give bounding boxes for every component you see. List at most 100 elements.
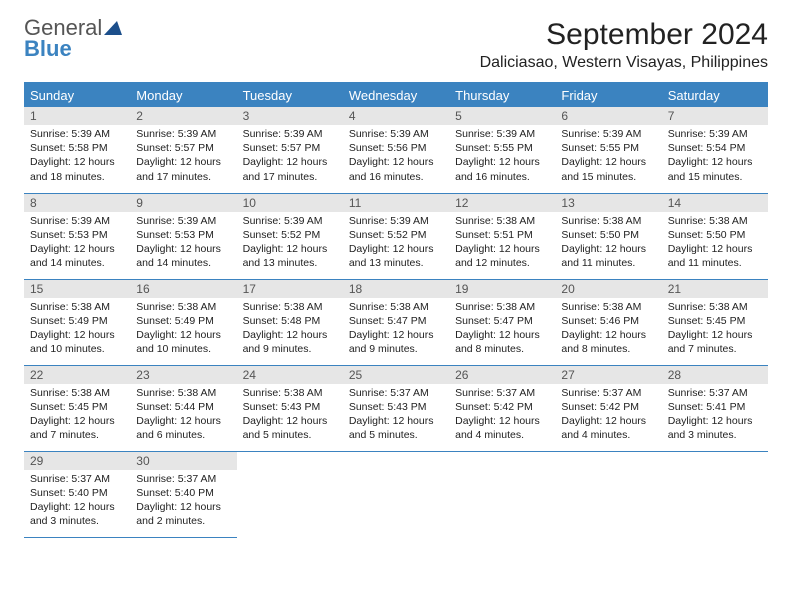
day-number: 9 [130,194,236,212]
day-number: 28 [662,366,768,384]
weekday-header-row: SundayMondayTuesdayWednesdayThursdayFrid… [24,83,768,107]
calendar-row: 29Sunrise: 5:37 AMSunset: 5:40 PMDayligh… [24,451,768,537]
calendar-row: 15Sunrise: 5:38 AMSunset: 5:49 PMDayligh… [24,279,768,365]
day-info: Sunrise: 5:38 AMSunset: 5:45 PMDaylight:… [24,384,130,447]
day-cell: 5Sunrise: 5:39 AMSunset: 5:55 PMDaylight… [449,107,555,193]
day-cell: 30Sunrise: 5:37 AMSunset: 5:40 PMDayligh… [130,451,236,537]
day-cell: 11Sunrise: 5:39 AMSunset: 5:52 PMDayligh… [343,193,449,279]
month-title: September 2024 [480,18,768,52]
day-cell: 25Sunrise: 5:37 AMSunset: 5:43 PMDayligh… [343,365,449,451]
day-info: Sunrise: 5:38 AMSunset: 5:47 PMDaylight:… [449,298,555,361]
day-info: Sunrise: 5:39 AMSunset: 5:53 PMDaylight:… [130,212,236,275]
day-cell: 20Sunrise: 5:38 AMSunset: 5:46 PMDayligh… [555,279,661,365]
day-info: Sunrise: 5:39 AMSunset: 5:56 PMDaylight:… [343,125,449,188]
day-number: 2 [130,107,236,125]
day-cell: 17Sunrise: 5:38 AMSunset: 5:48 PMDayligh… [237,279,343,365]
day-number: 22 [24,366,130,384]
location: Daliciasao, Western Visayas, Philippines [480,54,768,72]
day-info: Sunrise: 5:37 AMSunset: 5:40 PMDaylight:… [24,470,130,533]
day-cell: 14Sunrise: 5:38 AMSunset: 5:50 PMDayligh… [662,193,768,279]
day-cell: 28Sunrise: 5:37 AMSunset: 5:41 PMDayligh… [662,365,768,451]
day-info: Sunrise: 5:37 AMSunset: 5:43 PMDaylight:… [343,384,449,447]
day-cell: 15Sunrise: 5:38 AMSunset: 5:49 PMDayligh… [24,279,130,365]
day-info: Sunrise: 5:37 AMSunset: 5:41 PMDaylight:… [662,384,768,447]
title-block: September 2024 Daliciasao, Western Visay… [480,18,768,72]
day-number: 15 [24,280,130,298]
day-cell: 23Sunrise: 5:38 AMSunset: 5:44 PMDayligh… [130,365,236,451]
day-info: Sunrise: 5:37 AMSunset: 5:42 PMDaylight:… [555,384,661,447]
day-number: 29 [24,452,130,470]
day-number: 3 [237,107,343,125]
day-number: 8 [24,194,130,212]
day-info: Sunrise: 5:38 AMSunset: 5:49 PMDaylight:… [130,298,236,361]
day-cell: 16Sunrise: 5:38 AMSunset: 5:49 PMDayligh… [130,279,236,365]
day-number: 23 [130,366,236,384]
calendar-table: SundayMondayTuesdayWednesdayThursdayFrid… [24,82,768,538]
day-number: 21 [662,280,768,298]
day-cell: 4Sunrise: 5:39 AMSunset: 5:56 PMDaylight… [343,107,449,193]
day-number: 24 [237,366,343,384]
day-cell: 21Sunrise: 5:38 AMSunset: 5:45 PMDayligh… [662,279,768,365]
day-info: Sunrise: 5:39 AMSunset: 5:52 PMDaylight:… [343,212,449,275]
day-info: Sunrise: 5:37 AMSunset: 5:40 PMDaylight:… [130,470,236,533]
calendar-row: 1Sunrise: 5:39 AMSunset: 5:58 PMDaylight… [24,107,768,193]
day-number: 17 [237,280,343,298]
weekday-header: Sunday [24,83,130,107]
day-cell: 18Sunrise: 5:38 AMSunset: 5:47 PMDayligh… [343,279,449,365]
empty-cell [662,451,768,537]
day-cell: 24Sunrise: 5:38 AMSunset: 5:43 PMDayligh… [237,365,343,451]
calendar-row: 8Sunrise: 5:39 AMSunset: 5:53 PMDaylight… [24,193,768,279]
day-number: 10 [237,194,343,212]
day-cell: 29Sunrise: 5:37 AMSunset: 5:40 PMDayligh… [24,451,130,537]
day-cell: 2Sunrise: 5:39 AMSunset: 5:57 PMDaylight… [130,107,236,193]
day-cell: 26Sunrise: 5:37 AMSunset: 5:42 PMDayligh… [449,365,555,451]
day-info: Sunrise: 5:39 AMSunset: 5:55 PMDaylight:… [555,125,661,188]
day-info: Sunrise: 5:39 AMSunset: 5:54 PMDaylight:… [662,125,768,188]
weekday-header: Wednesday [343,83,449,107]
day-info: Sunrise: 5:38 AMSunset: 5:49 PMDaylight:… [24,298,130,361]
day-number: 16 [130,280,236,298]
day-info: Sunrise: 5:39 AMSunset: 5:52 PMDaylight:… [237,212,343,275]
day-number: 25 [343,366,449,384]
day-cell: 3Sunrise: 5:39 AMSunset: 5:57 PMDaylight… [237,107,343,193]
day-number: 18 [343,280,449,298]
day-info: Sunrise: 5:38 AMSunset: 5:47 PMDaylight:… [343,298,449,361]
logo-triangle-icon [104,15,122,40]
day-number: 5 [449,107,555,125]
empty-cell [237,451,343,537]
day-number: 13 [555,194,661,212]
day-number: 12 [449,194,555,212]
day-cell: 7Sunrise: 5:39 AMSunset: 5:54 PMDaylight… [662,107,768,193]
day-info: Sunrise: 5:39 AMSunset: 5:57 PMDaylight:… [237,125,343,188]
day-cell: 8Sunrise: 5:39 AMSunset: 5:53 PMDaylight… [24,193,130,279]
day-info: Sunrise: 5:38 AMSunset: 5:50 PMDaylight:… [555,212,661,275]
weekday-header: Monday [130,83,236,107]
day-cell: 13Sunrise: 5:38 AMSunset: 5:50 PMDayligh… [555,193,661,279]
day-number: 11 [343,194,449,212]
day-info: Sunrise: 5:37 AMSunset: 5:42 PMDaylight:… [449,384,555,447]
calendar-body: 1Sunrise: 5:39 AMSunset: 5:58 PMDaylight… [24,107,768,537]
empty-cell [555,451,661,537]
day-number: 7 [662,107,768,125]
day-info: Sunrise: 5:38 AMSunset: 5:51 PMDaylight:… [449,212,555,275]
weekday-header: Thursday [449,83,555,107]
day-info: Sunrise: 5:39 AMSunset: 5:53 PMDaylight:… [24,212,130,275]
day-info: Sunrise: 5:39 AMSunset: 5:57 PMDaylight:… [130,125,236,188]
weekday-header: Saturday [662,83,768,107]
calendar-row: 22Sunrise: 5:38 AMSunset: 5:45 PMDayligh… [24,365,768,451]
weekday-header: Tuesday [237,83,343,107]
day-cell: 19Sunrise: 5:38 AMSunset: 5:47 PMDayligh… [449,279,555,365]
day-cell: 12Sunrise: 5:38 AMSunset: 5:51 PMDayligh… [449,193,555,279]
day-cell: 9Sunrise: 5:39 AMSunset: 5:53 PMDaylight… [130,193,236,279]
header: General Blue September 2024 Daliciasao, … [24,18,768,72]
day-info: Sunrise: 5:38 AMSunset: 5:50 PMDaylight:… [662,212,768,275]
day-info: Sunrise: 5:39 AMSunset: 5:55 PMDaylight:… [449,125,555,188]
day-cell: 1Sunrise: 5:39 AMSunset: 5:58 PMDaylight… [24,107,130,193]
day-cell: 6Sunrise: 5:39 AMSunset: 5:55 PMDaylight… [555,107,661,193]
logo: General Blue [24,18,122,60]
day-number: 26 [449,366,555,384]
logo-word2: Blue [24,36,72,61]
day-info: Sunrise: 5:38 AMSunset: 5:48 PMDaylight:… [237,298,343,361]
day-cell: 10Sunrise: 5:39 AMSunset: 5:52 PMDayligh… [237,193,343,279]
day-number: 4 [343,107,449,125]
